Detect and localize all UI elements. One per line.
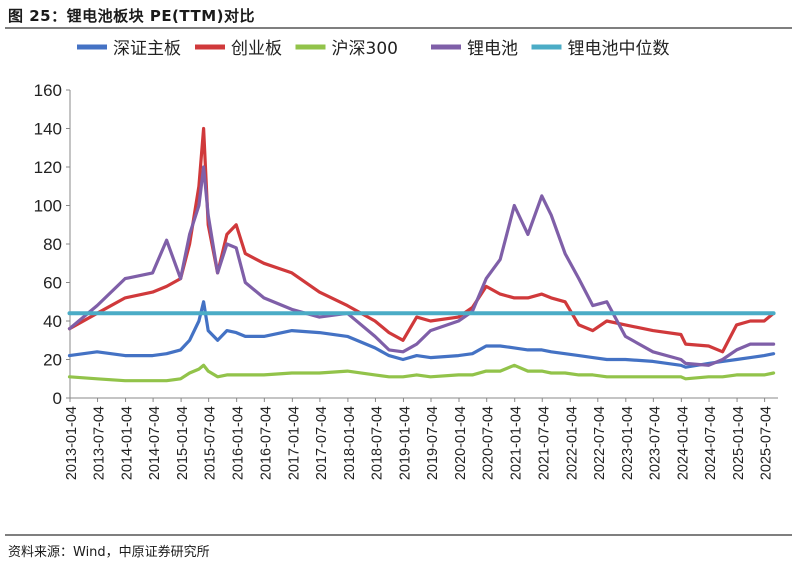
x-tick-label: 2021-01-04 (509, 406, 525, 480)
x-tick-label: 2017-07-04 (314, 406, 330, 480)
x-tick-label: 2018-07-04 (369, 406, 385, 480)
x-tick-label: 2013-07-04 (92, 406, 108, 480)
figure-title: 图 25：锂电池板块 PE(TTM)对比 (8, 7, 256, 25)
x-tick-label: 2015-07-04 (203, 406, 219, 480)
x-tick-label: 2022-01-04 (564, 406, 580, 480)
x-tick-label: 2019-07-04 (425, 406, 441, 480)
y-tick-label: 140 (34, 120, 62, 139)
series-line-3 (67, 165, 776, 367)
x-tick-label: 2023-01-04 (620, 406, 636, 480)
legend-label-3: 锂电池 (467, 39, 518, 59)
x-tick-label: 2020-01-04 (453, 406, 469, 480)
legend-label-1: 创业板 (231, 39, 282, 59)
y-tick-label: 80 (43, 235, 62, 254)
series-line-2 (67, 126, 776, 354)
x-tick-label: 2022-07-04 (592, 406, 608, 480)
legend-label-0: 深证主板 (113, 39, 181, 59)
figure-source: 资料来源：Wind，中原证券研究所 (8, 545, 210, 560)
x-tick-label: 2016-01-04 (231, 406, 247, 480)
x-tick-label: 2016-07-04 (258, 406, 274, 480)
y-tick-label: 120 (34, 158, 62, 177)
x-tick-label: 2024-01-04 (675, 406, 691, 480)
x-tick-label: 2017-01-04 (286, 406, 302, 480)
legend: 深证主板 创业板 沪深300 锂电池 锂电池中位数 (77, 39, 670, 59)
y-tick-label: 60 (43, 274, 62, 293)
x-tick-label: 2025-07-04 (759, 406, 775, 480)
y-tick-label: 40 (43, 312, 62, 331)
y-tick-label: 20 (43, 351, 62, 370)
x-tick-label: 2015-01-04 (175, 406, 191, 480)
legend-label-2: 沪深300 (332, 39, 398, 59)
x-tick-label: 2014-01-04 (120, 406, 136, 480)
legend-label-4: 锂电池中位数 (568, 39, 670, 59)
x-tick-label: 2014-07-04 (147, 406, 163, 480)
series-line-0 (67, 363, 776, 383)
y-tick-label: 100 (34, 197, 62, 216)
x-tick-label: 2013-01-04 (64, 406, 80, 480)
x-tick-label: 2025-01-04 (731, 406, 747, 480)
x-tick-label: 2018-01-04 (342, 406, 358, 480)
x-tick-label: 2021-07-04 (536, 406, 552, 480)
y-tick-label: 0 (53, 389, 62, 408)
x-tick-label: 2019-01-04 (397, 406, 413, 480)
y-tick-label: 160 (34, 81, 62, 100)
x-tick-label: 2024-07-04 (703, 406, 719, 480)
x-tick-label: 2023-07-04 (647, 406, 663, 480)
x-tick-label: 2020-07-04 (481, 406, 497, 480)
